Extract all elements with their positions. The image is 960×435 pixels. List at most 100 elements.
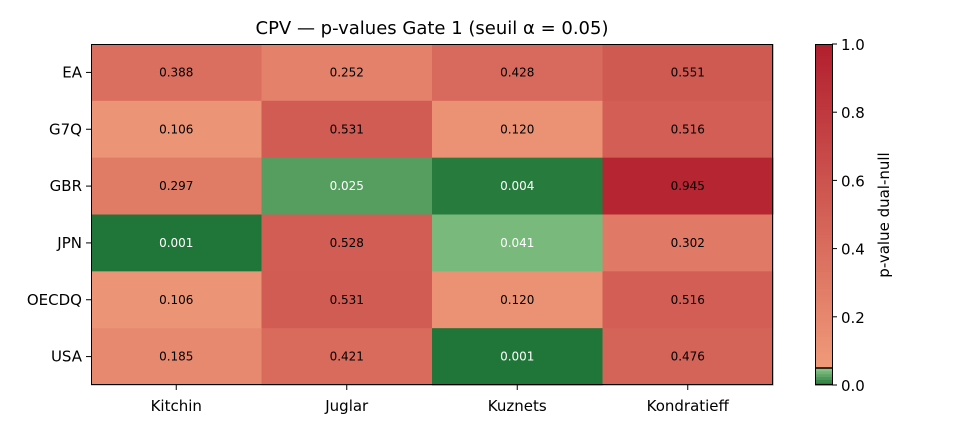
heatmap-cell <box>261 328 433 386</box>
cell-value-label: 0.041 <box>500 236 534 250</box>
colorbar-segment <box>815 160 832 164</box>
colorbar-segment <box>815 180 832 184</box>
colorbar-segment <box>815 58 832 62</box>
colorbar-segment <box>815 157 832 162</box>
colorbar-segment <box>815 95 832 99</box>
heatmap-cell <box>261 214 433 272</box>
colorbar-segment <box>815 123 832 128</box>
cell-value-label: 0.531 <box>330 122 364 136</box>
colorbar-segment <box>815 69 832 74</box>
row-label: GBR <box>50 177 82 195</box>
colorbar: 0.0 0.2 0.4 0.6 0.8 1.0 <box>815 36 865 395</box>
heatmap-cell <box>91 214 262 272</box>
colorbar-tick-label: 0.8 <box>841 104 865 122</box>
colorbar-segment <box>815 149 832 153</box>
colorbar-segment <box>815 55 832 59</box>
colorbar-segment <box>815 339 832 343</box>
colorbar-segment <box>815 169 832 173</box>
colorbar-segment <box>815 254 832 258</box>
colorbar-segment <box>815 350 832 355</box>
colorbar-segment <box>815 78 832 82</box>
colorbar-segment <box>815 183 832 187</box>
colorbar-segment <box>815 151 832 156</box>
cell-value-label: 0.001 <box>159 236 193 250</box>
colorbar-segment <box>815 49 832 54</box>
colorbar-segment <box>815 370 832 375</box>
colorbar-segment <box>815 259 832 264</box>
colorbar-segment <box>815 154 832 159</box>
colorbar-segment <box>815 63 832 68</box>
colorbar-segment <box>815 103 832 108</box>
colorbar-segment <box>815 302 832 307</box>
column-label: Kuznets <box>488 397 547 415</box>
cell-value-label: 0.120 <box>500 122 534 136</box>
colorbar-segment <box>815 208 832 213</box>
colorbar-segment <box>815 137 832 142</box>
colorbar-segment <box>815 86 832 91</box>
colorbar-segment <box>815 225 832 230</box>
chart-title: CPV — p-values Gate 1 (seuil α = 0.05) <box>256 18 609 39</box>
cell-value-label: 0.531 <box>330 293 364 307</box>
cell-value-label: 0.528 <box>330 236 364 250</box>
colorbar-segment <box>815 211 832 216</box>
heatmap-cell <box>432 44 603 102</box>
colorbar-segment <box>815 214 832 218</box>
heatmap-cell <box>432 157 603 215</box>
colorbar-segment <box>815 200 832 204</box>
colorbar-segment <box>815 217 832 221</box>
colorbar-segment <box>815 285 832 289</box>
colorbar-segment <box>815 365 832 369</box>
colorbar-segment <box>815 129 832 133</box>
plot-frame <box>91 44 773 385</box>
cell-value-label: 0.001 <box>500 350 534 364</box>
colorbar-tick-label: 0.4 <box>841 241 865 259</box>
colorbar-segment <box>815 242 832 247</box>
colorbar-segment <box>815 362 832 366</box>
colorbar-segment <box>815 228 832 233</box>
colorbar-segment <box>815 231 832 235</box>
colorbar-segment <box>815 140 832 145</box>
row-label: EA <box>62 63 82 81</box>
colorbar-segment <box>815 333 832 338</box>
colorbar-segment <box>815 288 832 292</box>
colorbar-segment <box>815 132 832 136</box>
colorbar-segment <box>815 277 832 281</box>
colorbar-segment <box>815 134 832 139</box>
colorbar-segment <box>815 197 832 201</box>
colorbar-segment <box>815 282 832 287</box>
colorbar-segment <box>815 262 832 267</box>
colorbar-tick-label: 1.0 <box>841 36 865 54</box>
heatmap-cell <box>91 328 262 386</box>
colorbar-segment <box>815 143 832 147</box>
colorbar-segment <box>815 279 832 284</box>
heatmap-cell <box>91 271 262 329</box>
heatmap-cell <box>602 157 774 215</box>
cell-value-label: 0.252 <box>330 65 364 79</box>
heatmap-cell <box>261 44 433 102</box>
colorbar-segment <box>815 376 832 380</box>
colorbar-segment <box>815 268 832 272</box>
colorbar-segment <box>815 331 832 335</box>
colorbar-segment <box>815 92 832 96</box>
colorbar-segment <box>815 80 832 85</box>
heatmap-cell <box>602 328 774 386</box>
colorbar-segment <box>815 52 832 56</box>
row-label: JPN <box>56 234 82 252</box>
row-label: OECDQ <box>27 291 82 309</box>
colorbar-segment <box>815 234 832 238</box>
cell-value-label: 0.428 <box>500 65 534 79</box>
heatmap-cell <box>432 328 603 386</box>
column-label: Juglar <box>324 397 369 415</box>
colorbar-segment <box>815 336 832 341</box>
cell-value-label: 0.106 <box>159 293 193 307</box>
colorbar-tick-label: 0.0 <box>841 377 865 395</box>
colorbar-segment <box>815 305 832 309</box>
colorbar-segment <box>815 112 832 116</box>
colorbar-segment <box>815 319 832 324</box>
colorbar-segment <box>815 322 832 326</box>
heatmap-cell <box>261 100 433 159</box>
cell-value-label: 0.421 <box>330 350 364 364</box>
colorbar-frame <box>815 44 833 385</box>
heatmap-cell <box>91 157 262 215</box>
